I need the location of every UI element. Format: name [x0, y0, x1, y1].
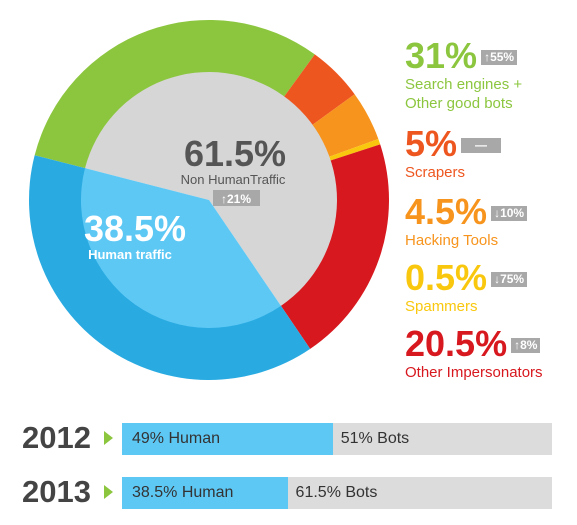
- year-label: 2012: [22, 420, 91, 455]
- legend-change-badge: —: [461, 138, 502, 154]
- bar-human: [122, 477, 288, 509]
- year-row-2013: 2013 38.5% Human 61.5% Bots: [22, 475, 562, 509]
- legend-pct: 31%: [405, 35, 478, 76]
- human-label: Human traffic: [88, 247, 172, 262]
- legend-change-badge: ↓10%: [491, 206, 528, 222]
- legend-item-search-engines-other-good-bots: 31% ↑55% Search engines + Other good bots: [405, 35, 523, 113]
- legend-label: Spammers: [405, 298, 478, 315]
- legend-pct: 20.5%: [405, 323, 508, 364]
- outer-slice-spammers: [328, 139, 381, 161]
- legend-label: Other Impersonators: [405, 364, 543, 381]
- legend-change-badge: ↑8%: [511, 338, 541, 354]
- outer-slice-scrapers: [283, 54, 355, 126]
- nonhuman-change-badge: [213, 190, 260, 206]
- bar-human: [122, 423, 333, 455]
- legend-item-scrapers: 5% — Scrapers: [405, 123, 502, 181]
- outer-slice-other-impersonators: [280, 144, 390, 349]
- legend-change-badge: ↑55%: [481, 50, 518, 66]
- inner-slice-human-traffic: [81, 168, 281, 328]
- legend-item-spammers: 0.5% ↓75% Spammers: [405, 257, 528, 315]
- legend-change-badge: ↓75%: [491, 272, 528, 288]
- nonhuman-label: Non HumanTraffic: [181, 172, 286, 187]
- bar-human-label: 38.5% Human: [132, 484, 234, 501]
- legend-item-other-impersonators: 20.5% ↑8% Other Impersonators: [405, 323, 543, 382]
- legend-item-hacking-tools: 4.5% ↓10% Hacking Tools: [405, 191, 528, 249]
- year-row-2012: 2012 49% Human 51% Bots: [22, 421, 562, 455]
- outer-slice-hacking-tools: [311, 94, 379, 157]
- bar-human-label: 49% Human: [132, 430, 221, 447]
- legend-pct: 0.5%: [405, 257, 488, 298]
- year-arrow-icon: [104, 431, 113, 445]
- legend-label: Search engines +: [405, 76, 523, 93]
- bar-track: 38.5% Human 61.5% Bots: [122, 477, 552, 509]
- year-arrow-icon: [104, 485, 113, 499]
- inner-slice-non-humantraffic: [85, 71, 338, 306]
- bar-track: 49% Human 51% Bots: [122, 423, 552, 455]
- legend-pct: 4.5%: [405, 191, 488, 232]
- nonhuman-change-text: ↑21%: [221, 192, 251, 206]
- legend-label: Scrapers: [405, 164, 466, 181]
- outer-slice-search-engines-other-good-bots: [34, 20, 315, 169]
- nonhuman-pct-label: 61.5%: [184, 133, 286, 174]
- bar-bots-label: 51% Bots: [340, 430, 410, 447]
- human-pct-label: 38.5%: [84, 208, 186, 249]
- legend-pct: 5%: [405, 123, 458, 164]
- year-label: 2013: [22, 474, 91, 509]
- legend-label: Other good bots: [405, 95, 513, 112]
- legend-label: Hacking Tools: [405, 232, 499, 249]
- bar-bots-label: 61.5% Bots: [295, 484, 378, 501]
